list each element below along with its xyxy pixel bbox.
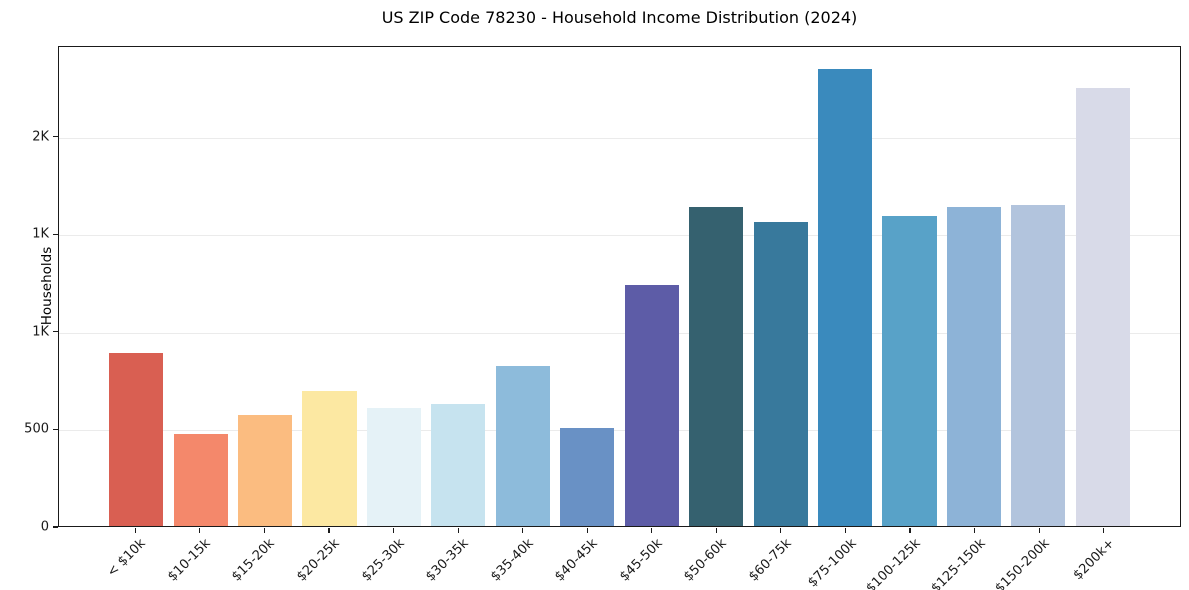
bar-slot (620, 47, 684, 526)
plot-area (58, 46, 1181, 527)
x-tick-mark (134, 528, 136, 533)
x-tick-mark (457, 528, 459, 533)
bar (560, 427, 615, 526)
gridline (59, 235, 1180, 237)
x-tick-mark (974, 528, 976, 533)
gridline (59, 430, 1180, 432)
bar (946, 207, 1001, 526)
bar (109, 353, 164, 526)
bar-slot (1006, 47, 1070, 526)
gridline (59, 137, 1180, 139)
bar (173, 433, 228, 526)
chart-title: US ZIP Code 78230 - Household Income Dis… (381, 8, 858, 27)
bar-slot (233, 47, 297, 526)
x-tick-mark (1038, 528, 1040, 533)
bar-slot (942, 47, 1006, 526)
bar-slot (684, 47, 748, 526)
y-tick-mark (53, 136, 58, 138)
x-tick-mark (263, 528, 265, 533)
x-tick-mark (844, 528, 847, 533)
y-tick-mark (53, 331, 58, 333)
x-tick-label: < $10k (104, 536, 149, 581)
bar (495, 365, 550, 526)
y-tick-mark (53, 428, 58, 430)
x-tick-mark (199, 528, 201, 533)
y-tick-label: 500 (24, 421, 49, 437)
y-axis-label: Households (39, 246, 56, 326)
bar (882, 216, 937, 526)
x-tick-mark (392, 528, 395, 533)
x-tick-mark (586, 528, 588, 533)
bar (1011, 205, 1066, 526)
bar (431, 403, 486, 526)
bar (689, 207, 744, 526)
x-tick-mark (651, 528, 653, 533)
bar (238, 415, 293, 526)
y-tick-label: 1K (32, 324, 49, 340)
y-tick-label: 1K (32, 226, 49, 242)
bar (753, 221, 808, 526)
bar-slot (104, 47, 168, 526)
bar-slot (491, 47, 555, 526)
x-tick-mark (715, 528, 717, 533)
bar-slot (426, 47, 490, 526)
bar (1075, 87, 1130, 526)
bar (624, 285, 679, 526)
x-tick-mark (328, 528, 330, 533)
x-tick-mark (522, 528, 524, 533)
bar-slot (748, 47, 812, 526)
x-tick-mark (909, 528, 911, 533)
x-tick-mark (1103, 528, 1105, 533)
bar-slot (555, 47, 619, 526)
bar-slot (362, 47, 426, 526)
bar (366, 408, 422, 526)
bar-slot (877, 47, 941, 526)
y-tick-mark (53, 233, 58, 235)
bar-slot (813, 47, 877, 526)
bars-container (59, 47, 1180, 526)
bar (817, 69, 873, 526)
bar (302, 390, 357, 526)
x-tick-mark (780, 528, 782, 533)
y-tick-mark (53, 526, 58, 528)
bar-slot (297, 47, 361, 526)
bar-slot (1071, 47, 1135, 526)
gridline (59, 332, 1180, 334)
y-tick-label: 0 (40, 519, 49, 535)
y-tick-label: 2K (32, 129, 49, 145)
bar-slot (168, 47, 232, 526)
